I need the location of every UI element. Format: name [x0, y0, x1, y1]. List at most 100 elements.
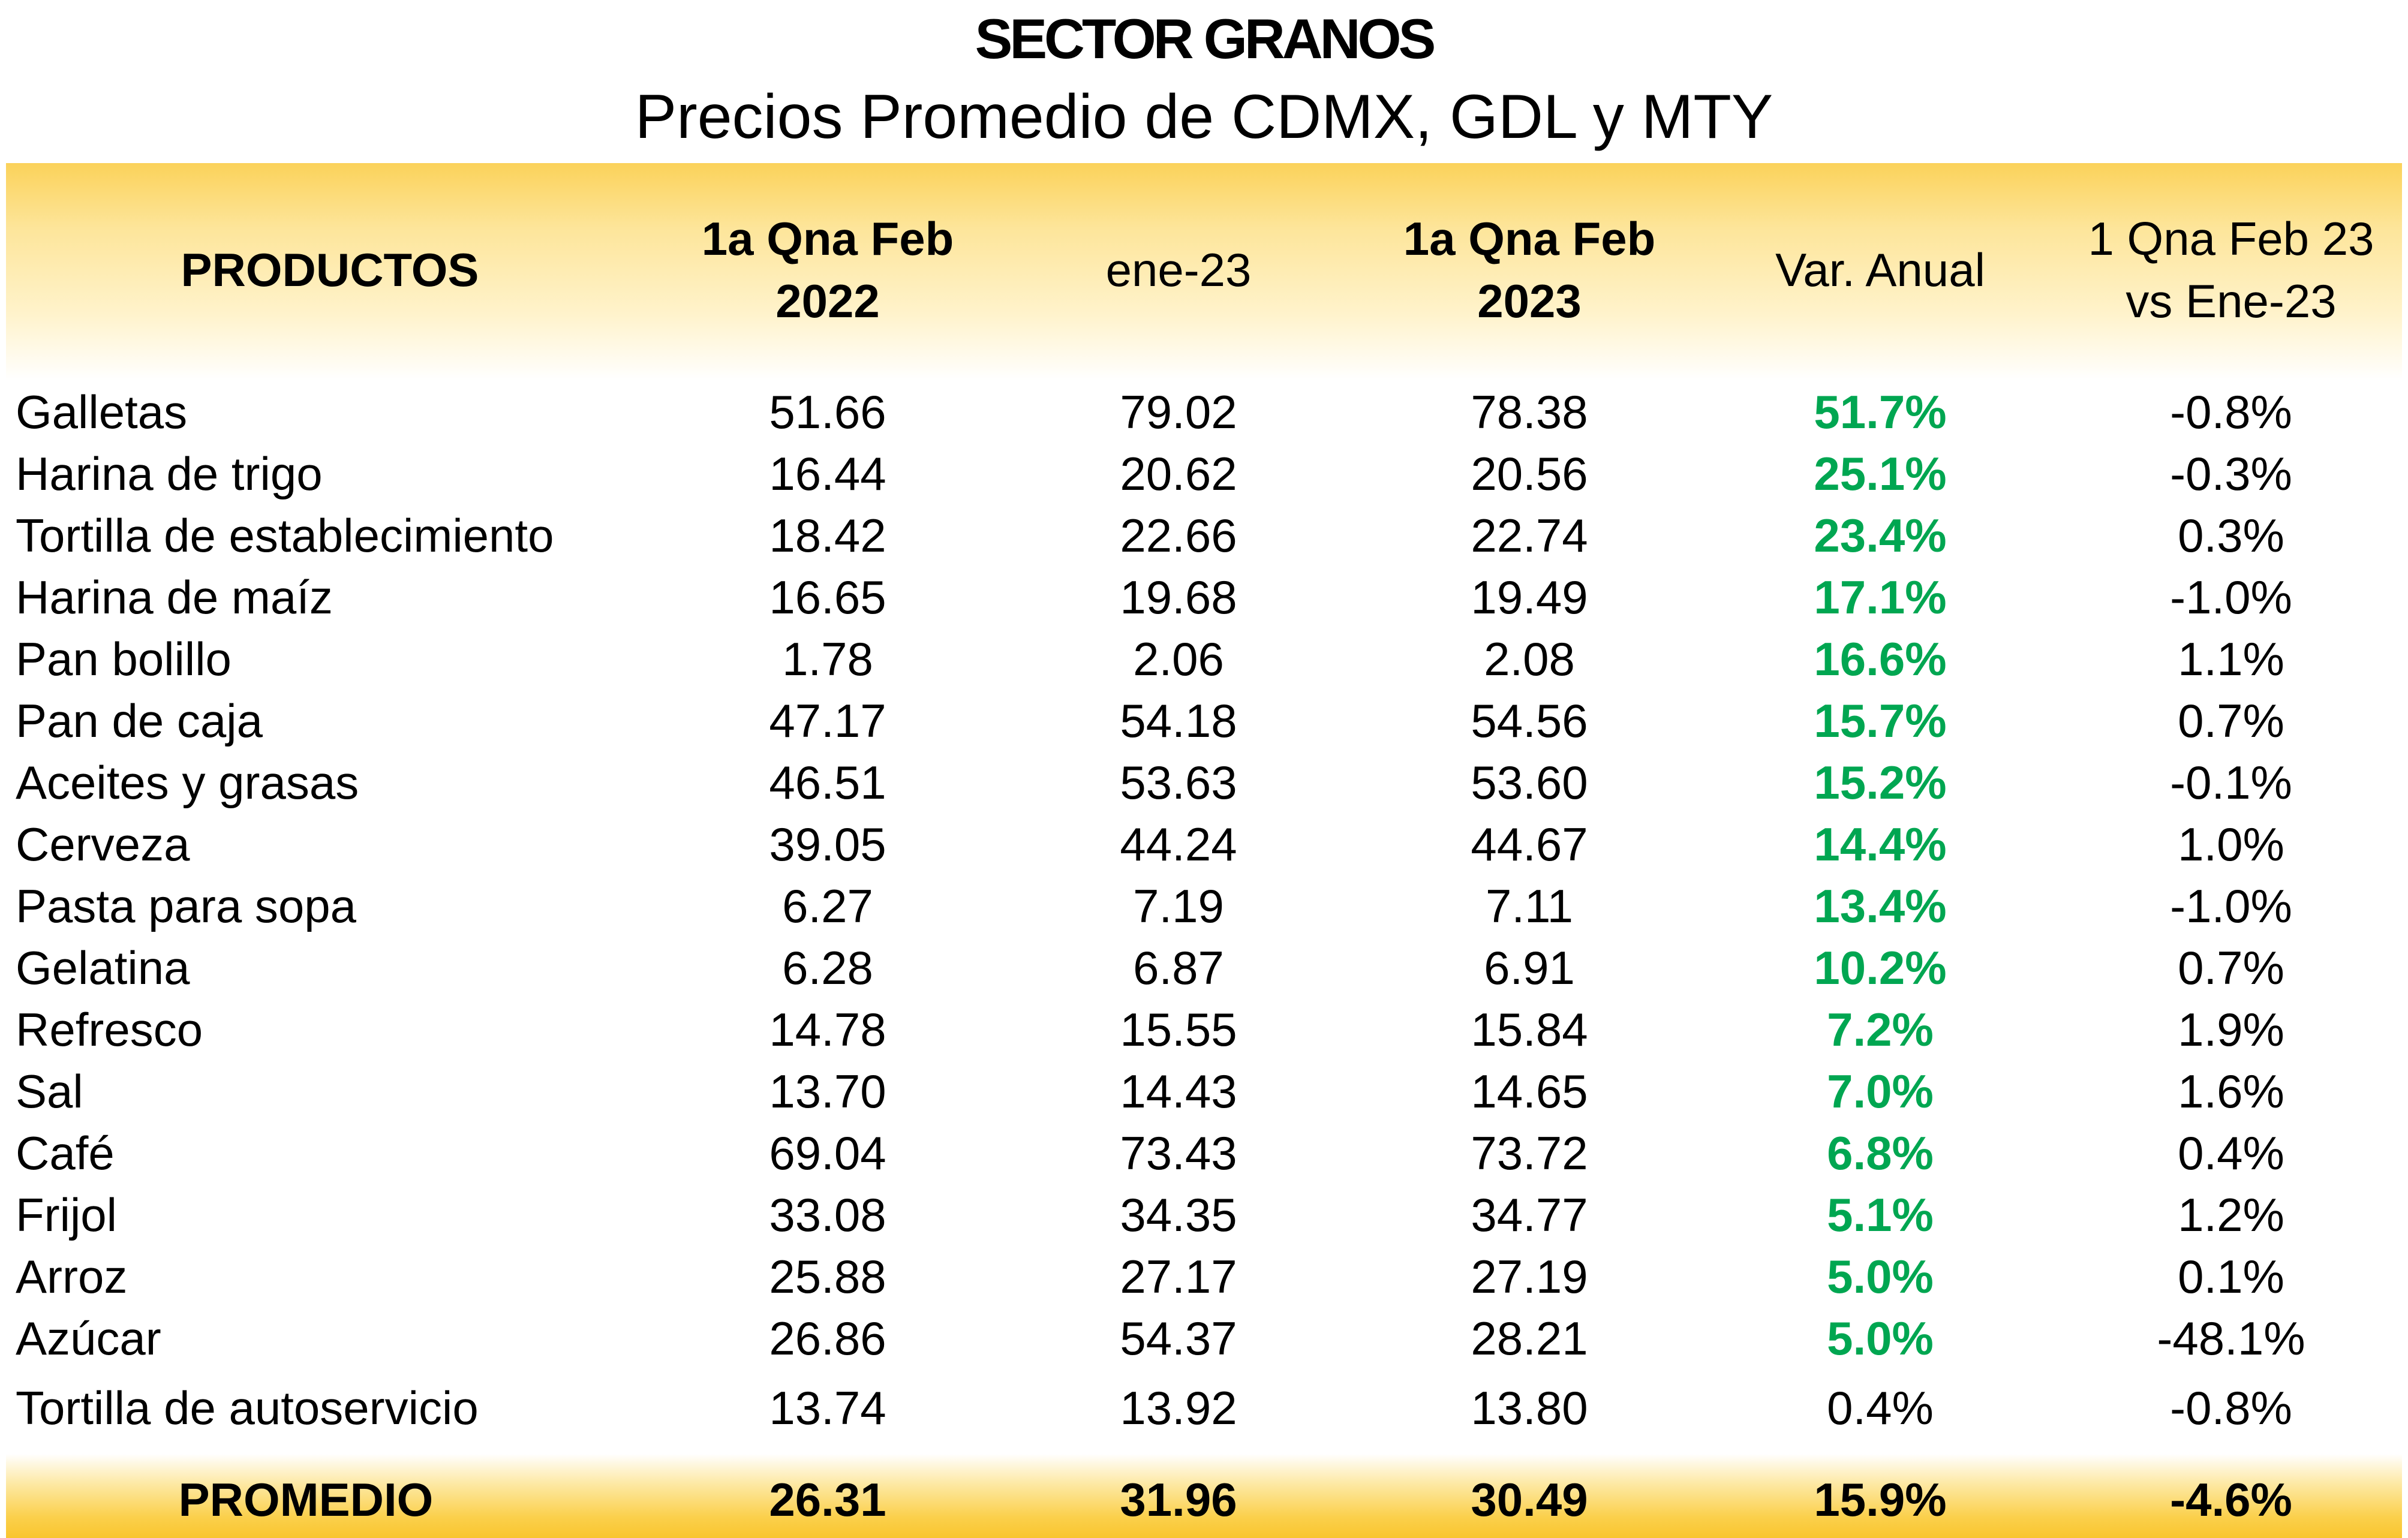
price-feb2022: 33.08 [769, 1188, 886, 1241]
price-feb2022: 16.44 [769, 447, 886, 500]
table-row: Gelatina 6.28 6.87 6.91 10.2% 0.7% [0, 937, 2408, 999]
header-productos: PRODUCTOS [120, 204, 540, 336]
price-feb2022: 6.27 [782, 880, 873, 932]
price-ene23: 15.55 [1120, 1003, 1237, 1056]
price-ene23: 2.06 [1133, 633, 1224, 685]
price-ene23: 79.02 [1120, 386, 1237, 438]
var-anual: 10.2% [1814, 941, 1947, 994]
header-feb2022: 1a Qna Feb 2022 [678, 204, 978, 336]
price-ene23: 73.43 [1120, 1127, 1237, 1179]
var-anual: 7.2% [1827, 1003, 1934, 1056]
table-row: Pan de caja 47.17 54.18 54.56 15.7% 0.7% [0, 690, 2408, 752]
price-ene23: 6.87 [1133, 941, 1224, 994]
var-vs-ene: 1.1% [2178, 633, 2284, 685]
price-feb2023: 53.60 [1471, 756, 1588, 809]
table-row: Sal 13.70 14.43 14.65 7.0% 1.6% [0, 1061, 2408, 1122]
var-vs-ene: 0.3% [2178, 509, 2284, 562]
price-ene23: 53.63 [1120, 756, 1237, 809]
header-vs-ene-line1: 1 Qna Feb 23 [2088, 212, 2374, 265]
price-feb2023: 2.08 [1484, 633, 1575, 685]
var-vs-ene: 1.9% [2178, 1003, 2284, 1056]
table-row: Harina de maíz 16.65 19.68 19.49 17.1% -… [0, 567, 2408, 628]
price-feb2023: 44.67 [1471, 818, 1588, 871]
var-vs-ene: 0.7% [2178, 694, 2284, 747]
price-ene23: 20.62 [1120, 447, 1237, 500]
table-row: Aceites y grasas 46.51 53.63 53.60 15.2%… [0, 752, 2408, 814]
price-feb2022: 69.04 [769, 1127, 886, 1179]
var-anual: 17.1% [1814, 571, 1947, 624]
table-row: Frijol 33.08 34.35 34.77 5.1% 1.2% [0, 1184, 2408, 1246]
header-feb2023-line2: 2023 [1477, 275, 1582, 327]
price-ene23: 27.17 [1120, 1250, 1237, 1303]
var-vs-ene: -0.1% [2170, 756, 2292, 809]
var-vs-ene: 0.7% [2178, 941, 2284, 994]
price-ene23: 14.43 [1120, 1065, 1237, 1118]
table-row: Tortilla de establecimiento 18.42 22.66 … [0, 505, 2408, 567]
price-feb2023: 13.80 [1471, 1382, 1588, 1434]
product-name: Tortilla de establecimiento [16, 509, 554, 562]
table-row: Pasta para sopa 6.27 7.19 7.11 13.4% -1.… [0, 875, 2408, 937]
total-feb2023: 30.49 [1471, 1473, 1588, 1526]
price-feb2023: 20.56 [1471, 447, 1588, 500]
footer-band [6, 1454, 2402, 1538]
table-row: Galletas 51.66 79.02 78.38 51.7% -0.8% [0, 381, 2408, 443]
total-var-anual: 15.9% [1814, 1473, 1947, 1526]
var-vs-ene: 1.2% [2178, 1188, 2284, 1241]
header-feb2023-line1: 1a Qna Feb [1403, 212, 1656, 265]
page-subtitle: Precios Promedio de CDMX, GDL y MTY [635, 82, 1773, 152]
product-name: Arroz [16, 1250, 128, 1303]
price-ene23: 7.19 [1133, 880, 1224, 932]
product-name: Café [16, 1127, 115, 1179]
price-feb2022: 51.66 [769, 386, 886, 438]
header-vs-ene-line2: vs Ene-23 [2126, 275, 2337, 327]
var-anual: 25.1% [1814, 447, 1947, 500]
var-anual: 5.0% [1827, 1250, 1934, 1303]
price-feb2023: 22.74 [1471, 509, 1588, 562]
product-name: Cerveza [16, 818, 190, 871]
var-anual: 6.8% [1827, 1127, 1934, 1179]
price-ene23: 19.68 [1120, 571, 1237, 624]
table-row: Refresco 14.78 15.55 15.84 7.2% 1.9% [0, 999, 2408, 1061]
product-name: Pan de caja [16, 694, 263, 747]
price-feb2022: 46.51 [769, 756, 886, 809]
price-feb2023: 7.11 [1485, 880, 1574, 932]
header-feb2023: 1a Qna Feb 2023 [1379, 204, 1679, 336]
product-name: Galletas [16, 386, 188, 438]
price-feb2022: 47.17 [769, 694, 886, 747]
var-vs-ene: -1.0% [2170, 880, 2292, 932]
price-feb2022: 26.86 [769, 1312, 886, 1365]
product-name: Pasta para sopa [16, 880, 357, 932]
price-feb2022: 6.28 [782, 941, 873, 994]
table-row: Arroz 25.88 27.17 27.19 5.0% 0.1% [0, 1246, 2408, 1308]
price-feb2023: 27.19 [1471, 1250, 1588, 1303]
product-name: Gelatina [16, 941, 190, 994]
table-row: Tortilla de autoservicio 13.74 13.92 13.… [0, 1377, 2408, 1439]
product-name: Harina de maíz [16, 571, 333, 624]
product-name: Aceites y grasas [16, 756, 359, 809]
product-name: Sal [16, 1065, 83, 1118]
product-name: Refresco [16, 1003, 203, 1056]
price-ene23: 44.24 [1120, 818, 1237, 871]
table-row: Café 69.04 73.43 73.72 6.8% 0.4% [0, 1122, 2408, 1184]
price-feb2022: 25.88 [769, 1250, 886, 1303]
table-row: Azúcar 26.86 54.37 28.21 5.0% -48.1% [0, 1308, 2408, 1370]
price-feb2023: 73.72 [1471, 1127, 1588, 1179]
table-row: Pan bolillo 1.78 2.06 2.08 16.6% 1.1% [0, 628, 2408, 690]
var-vs-ene: -48.1% [2157, 1312, 2305, 1365]
header-ene23: ene-23 [1029, 204, 1328, 336]
table-row: Cerveza 39.05 44.24 44.67 14.4% 1.0% [0, 814, 2408, 875]
var-anual: 5.1% [1827, 1188, 1934, 1241]
product-name: Harina de trigo [16, 447, 323, 500]
header-vs-ene: 1 Qna Feb 23 vs Ene-23 [2069, 204, 2393, 336]
price-feb2023: 15.84 [1471, 1003, 1588, 1056]
price-ene23: 34.35 [1120, 1188, 1237, 1241]
header-var-anual-label: Var. Anual [1775, 243, 1985, 296]
var-anual: 16.6% [1814, 633, 1947, 685]
total-ene23: 31.96 [1120, 1473, 1237, 1526]
var-anual: 15.2% [1814, 756, 1947, 809]
header-band [6, 163, 2402, 380]
var-vs-ene: -0.8% [2170, 1382, 2292, 1434]
price-feb2022: 39.05 [769, 818, 886, 871]
var-anual: 14.4% [1814, 818, 1947, 871]
product-name: Frijol [16, 1188, 117, 1241]
